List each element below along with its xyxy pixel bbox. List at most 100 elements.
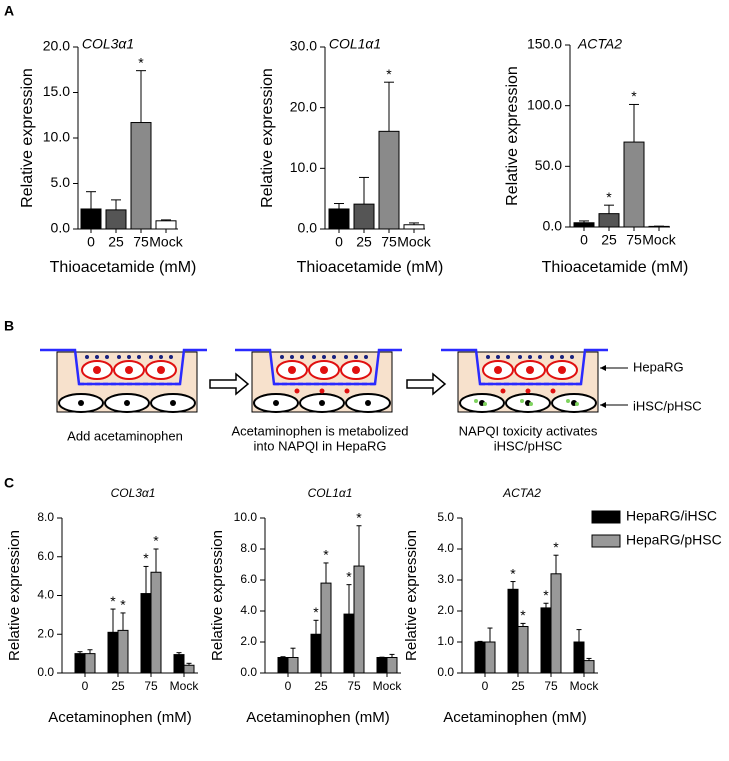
y-tick-label: 2.0 bbox=[37, 626, 54, 640]
step-caption: Add acetaminophen bbox=[67, 428, 183, 443]
drug-dot bbox=[169, 355, 173, 359]
significance-mark: * bbox=[386, 66, 392, 82]
drug-dot bbox=[117, 355, 121, 359]
bar bbox=[74, 653, 86, 674]
x-tick-label: 75 bbox=[381, 234, 397, 250]
drug-dot bbox=[85, 355, 89, 359]
x-tick-label: 75 bbox=[144, 679, 158, 693]
bar bbox=[573, 222, 595, 228]
significance-mark: * bbox=[543, 587, 549, 603]
bar bbox=[117, 629, 129, 674]
panel-letter: A bbox=[4, 3, 14, 19]
y-tick-label: 3.0 bbox=[437, 572, 454, 586]
x-tick-label: Mock bbox=[170, 679, 200, 693]
bar bbox=[343, 613, 355, 674]
y-tick-label: 6.0 bbox=[240, 572, 257, 586]
significance-mark: * bbox=[313, 604, 319, 620]
drug-dot bbox=[506, 355, 510, 359]
y-tick-label: 30.0 bbox=[290, 38, 317, 54]
bar bbox=[328, 208, 350, 230]
napqi-dot bbox=[525, 388, 531, 394]
bar bbox=[150, 571, 162, 674]
activation-dot bbox=[566, 399, 570, 403]
drug-dot bbox=[137, 355, 141, 359]
y-tick-label: 10.0 bbox=[43, 129, 70, 145]
y-tick-label: 1.0 bbox=[437, 634, 454, 648]
napqi-dot bbox=[294, 388, 300, 394]
bar bbox=[378, 130, 400, 230]
y-tick-label: 150.0 bbox=[527, 36, 562, 52]
y-tick-label: 50.0 bbox=[535, 157, 562, 173]
significance-mark: * bbox=[138, 54, 144, 70]
significance-mark: * bbox=[143, 550, 149, 566]
y-axis-label: Relative expression bbox=[504, 66, 521, 206]
pointer-head bbox=[600, 365, 606, 371]
x-tick-label: 0 bbox=[335, 234, 343, 250]
x-tick-label: 25 bbox=[356, 234, 372, 250]
drug-dot bbox=[322, 355, 326, 359]
legend-label: HepaRG/pHSC bbox=[626, 532, 722, 548]
bar bbox=[287, 657, 299, 674]
activation-dot bbox=[474, 399, 478, 403]
x-tick-label: 0 bbox=[482, 679, 489, 693]
nucleus bbox=[320, 366, 328, 374]
bar bbox=[403, 224, 425, 230]
drug-dot bbox=[332, 355, 336, 359]
bar bbox=[573, 641, 585, 674]
bar bbox=[598, 213, 620, 228]
y-tick-label: 5.0 bbox=[51, 174, 71, 190]
chart-title: COL3α1 bbox=[82, 36, 134, 52]
x-axis-label: Acetaminophen (mM) bbox=[246, 709, 389, 726]
x-tick-label: 75 bbox=[133, 234, 149, 250]
x-tick-label: 75 bbox=[347, 679, 361, 693]
significance-mark: * bbox=[153, 533, 159, 549]
y-axis-label: Relative expression bbox=[6, 530, 23, 661]
bar bbox=[107, 631, 119, 674]
x-axis-label: Acetaminophen (mM) bbox=[443, 709, 586, 726]
cell-label: iHSC/pHSC bbox=[633, 398, 702, 413]
y-tick-label: 4.0 bbox=[437, 541, 454, 555]
x-tick-label: 0 bbox=[82, 679, 89, 693]
x-axis-label: Acetaminophen (mM) bbox=[48, 709, 191, 726]
y-tick-label: 10.0 bbox=[234, 510, 258, 524]
y-axis-label: Relative expression bbox=[19, 68, 36, 208]
significance-mark: * bbox=[356, 509, 362, 525]
x-tick-label: 0 bbox=[87, 234, 95, 250]
drug-dot bbox=[290, 355, 294, 359]
drug-dot bbox=[280, 355, 284, 359]
y-axis-label: Relative expression bbox=[209, 530, 226, 661]
x-axis-label: Thioacetamide (mM) bbox=[50, 259, 197, 276]
x-tick-label: Mock bbox=[149, 234, 183, 250]
activation-dot bbox=[575, 402, 579, 406]
bar bbox=[277, 657, 289, 674]
y-tick-label: 20.0 bbox=[290, 98, 317, 114]
chart-title: COL1α1 bbox=[308, 486, 353, 500]
arrow bbox=[406, 372, 447, 396]
y-tick-label: 0.0 bbox=[543, 218, 563, 234]
x-tick-label: 25 bbox=[111, 679, 125, 693]
activation-dot bbox=[529, 402, 533, 406]
chart-title: COL3α1 bbox=[111, 486, 156, 500]
y-tick-label: 0.0 bbox=[51, 220, 71, 236]
y-axis-label: Relative expression bbox=[403, 530, 420, 661]
nucleus bbox=[352, 366, 360, 374]
x-tick-label: 25 bbox=[511, 679, 525, 693]
nucleus bbox=[124, 400, 130, 406]
panel-letter: C bbox=[4, 475, 14, 491]
significance-mark: * bbox=[110, 593, 116, 609]
bar bbox=[130, 122, 152, 230]
drug-dot bbox=[127, 355, 131, 359]
pointer-head bbox=[600, 402, 606, 408]
drug-dot bbox=[159, 355, 163, 359]
bar bbox=[540, 607, 552, 674]
bar bbox=[155, 220, 177, 230]
y-tick-label: 5.0 bbox=[437, 510, 454, 524]
nucleus bbox=[365, 400, 371, 406]
nucleus bbox=[288, 366, 296, 374]
y-tick-label: 4.0 bbox=[240, 603, 257, 617]
nucleus bbox=[558, 366, 566, 374]
drug-dot bbox=[300, 355, 304, 359]
bar bbox=[183, 664, 195, 674]
chart-title: ACTA2 bbox=[577, 36, 622, 52]
